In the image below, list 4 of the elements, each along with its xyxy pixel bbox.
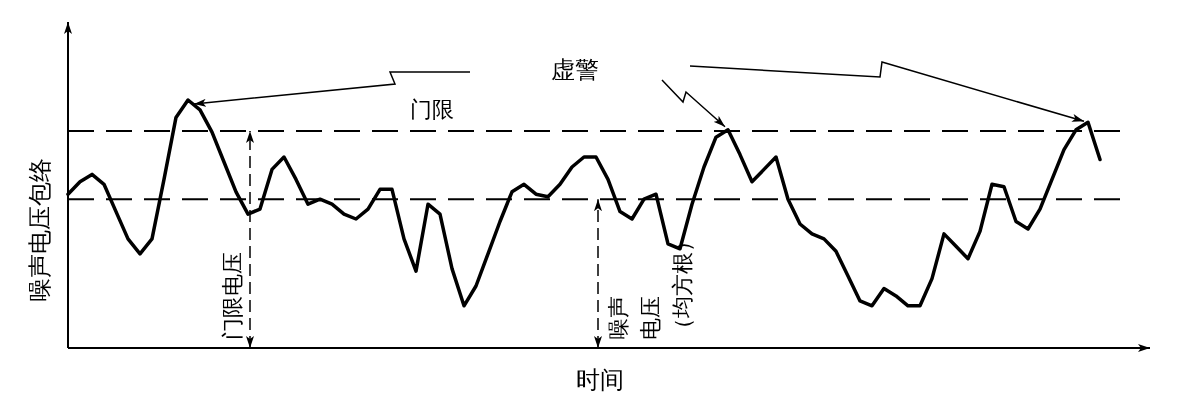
annotation: 虚警 bbox=[551, 56, 599, 84]
annotation: 门限电压 bbox=[220, 252, 245, 340]
ylabel: 噪声电压包络 bbox=[26, 158, 54, 302]
xlabel: 时间 bbox=[576, 366, 624, 394]
